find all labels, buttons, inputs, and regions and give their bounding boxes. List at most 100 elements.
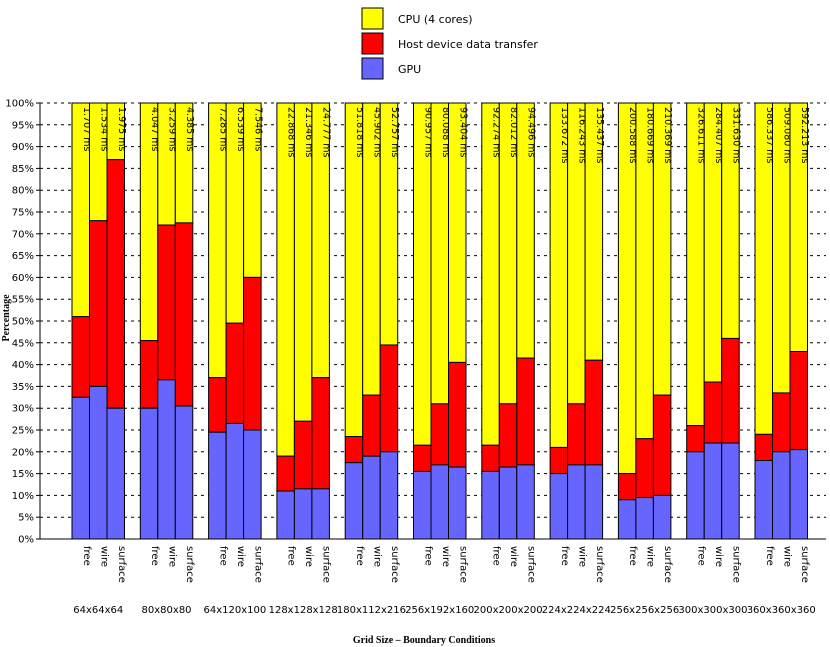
y-tick-label: 55%	[12, 295, 34, 306]
bar-time-label: 284.407 ms	[713, 107, 724, 164]
bar-transfer-64x64x64-surface	[106, 159, 125, 409]
bar-transfer-180x112x216-wire	[362, 394, 381, 457]
boundary-condition-label: wire	[98, 546, 109, 567]
boundary-condition-label: surface	[526, 546, 537, 583]
boundary-condition-label: free	[286, 546, 297, 566]
bar-time-label: 200.588 ms	[627, 107, 638, 164]
boundary-condition-label: wire	[713, 546, 724, 567]
boundary-condition-label: free	[627, 546, 638, 566]
bar-transfer-64x120x100-wire	[225, 322, 245, 424]
bar-transfer-128x128x128-surface	[311, 377, 330, 490]
bar-transfer-224x224x224-free	[549, 446, 569, 475]
bar-time-label: 116.243 ms	[576, 107, 587, 164]
bar-time-label: 6.539 ms	[235, 107, 246, 151]
bar-time-label: 331.630 ms	[730, 107, 741, 164]
boundary-condition-label: free	[149, 546, 160, 566]
bar-gpu-64x64x64-surface	[106, 407, 125, 540]
y-tick-label: 5%	[18, 513, 34, 524]
bar-gpu-64x120x100-free	[208, 431, 227, 540]
bar-time-label: 180.669 ms	[645, 107, 656, 164]
bar-time-label: 51.818 ms	[354, 107, 365, 158]
bar-transfer-360x360x360-surface	[789, 351, 808, 451]
boundary-condition-label: wire	[167, 546, 178, 567]
y-tick-label: 0%	[18, 535, 34, 546]
legend-label-0: CPU (4 cores)	[398, 13, 473, 26]
bar-gpu-300x300x300-wire	[703, 442, 723, 540]
bar-gpu-64x120x100-surface	[243, 429, 262, 540]
group-label: 200x200x200	[473, 605, 542, 616]
boundary-condition-label: surface	[321, 546, 332, 583]
boundary-condition-label: wire	[576, 546, 587, 567]
bar-transfer-64x120x100-free	[208, 377, 227, 433]
bar-gpu-300x300x300-surface	[721, 442, 740, 540]
y-tick-label: 85%	[12, 164, 34, 175]
bar-gpu-360x360x360-free	[754, 460, 773, 540]
group-label: 360x360x360	[747, 605, 816, 616]
boundary-condition-label: surface	[799, 546, 810, 583]
bar-transfer-256x256x256-surface	[652, 394, 672, 496]
bar-gpu-256x192x160-wire	[430, 464, 449, 540]
bar-gpu-256x192x160-free	[413, 470, 432, 540]
bar-time-label: 135.437 ms	[594, 107, 605, 164]
boundary-condition-label: wire	[303, 546, 314, 567]
bar-time-label: 45.902 ms	[371, 107, 382, 158]
boundary-condition-label: surface	[184, 546, 195, 583]
boundary-condition-label: free	[695, 546, 706, 566]
bar-gpu-200x200x200-wire	[498, 466, 518, 540]
bar-transfer-300x300x300-free	[686, 425, 705, 453]
bar-time-label: 133.672 ms	[559, 107, 570, 164]
bar-transfer-360x360x360-wire	[772, 392, 791, 453]
bar-time-label: 210.369 ms	[662, 107, 673, 164]
bar-transfer-64x64x64-free	[71, 316, 90, 398]
bar-time-label: 7.546 ms	[252, 107, 263, 151]
y-tick-label: 100%	[5, 99, 34, 110]
bar-time-label: 93.404 ms	[457, 107, 468, 158]
boundary-condition-label: wire	[781, 546, 792, 567]
bar-transfer-360x360x360-free	[754, 433, 773, 462]
bar-time-label: 586.337 ms	[764, 107, 775, 164]
bar-gpu-180x112x216-free	[344, 462, 364, 540]
boundary-condition-label: wire	[371, 546, 382, 567]
bar-transfer-80x80x80-surface	[174, 222, 194, 407]
bar-gpu-64x64x64-free	[71, 396, 90, 540]
boundary-condition-label: wire	[235, 546, 246, 567]
bar-transfer-224x224x224-wire	[567, 403, 586, 466]
bar-time-label: 80.088 ms	[440, 107, 451, 158]
y-tick-label: 40%	[12, 360, 34, 371]
bar-time-label: 22.868 ms	[286, 107, 297, 158]
bar-gpu-64x120x100-wire	[225, 422, 245, 540]
group-label: 180x112x216	[337, 605, 406, 616]
category-labels: free wire surface 64x64x64 free wire surface 80…	[73, 546, 816, 616]
bar-gpu-128x128x128-wire	[293, 488, 313, 540]
bar-transfer-256x192x160-wire	[430, 403, 449, 466]
y-tick-label: 10%	[12, 491, 34, 502]
y-tick-label: 80%	[12, 186, 34, 197]
bar-time-label: 3.259 ms	[167, 107, 178, 151]
y-tick-label: 35%	[12, 382, 34, 393]
bar-transfer-200x200x200-surface	[516, 357, 535, 466]
boundary-condition-label: surface	[594, 546, 605, 583]
bar-gpu-224x224x224-surface	[584, 464, 604, 540]
bar-transfer-200x200x200-wire	[498, 403, 518, 468]
group-label: 256x192x160	[405, 605, 474, 616]
bar-transfer-180x112x216-free	[344, 436, 364, 464]
bar-gpu-360x360x360-surface	[789, 449, 808, 540]
y-tick-label: 95%	[12, 120, 34, 131]
boundary-condition-label: free	[491, 546, 502, 566]
legend-swatch-1	[361, 32, 384, 55]
bar-gpu-180x112x216-wire	[362, 455, 381, 540]
bar-gpu-256x256x256-wire	[635, 497, 654, 540]
bar-gpu-224x224x224-wire	[567, 464, 586, 540]
bar-transfer-180x112x216-surface	[379, 344, 399, 453]
boundary-condition-label: free	[559, 546, 570, 566]
bar-gpu-80x80x80-free	[139, 407, 159, 540]
legend-swatch-2	[361, 57, 384, 80]
bar-gpu-200x200x200-free	[481, 470, 500, 540]
group-label: 80x80x80	[142, 605, 192, 616]
y-tick-label: 90%	[12, 142, 34, 153]
bar-time-label: 24.777 ms	[321, 107, 332, 158]
y-tick-label: 50%	[12, 317, 34, 328]
group-label: 300x300x300	[678, 605, 747, 616]
bar-time-label: 90.957 ms	[422, 107, 433, 158]
